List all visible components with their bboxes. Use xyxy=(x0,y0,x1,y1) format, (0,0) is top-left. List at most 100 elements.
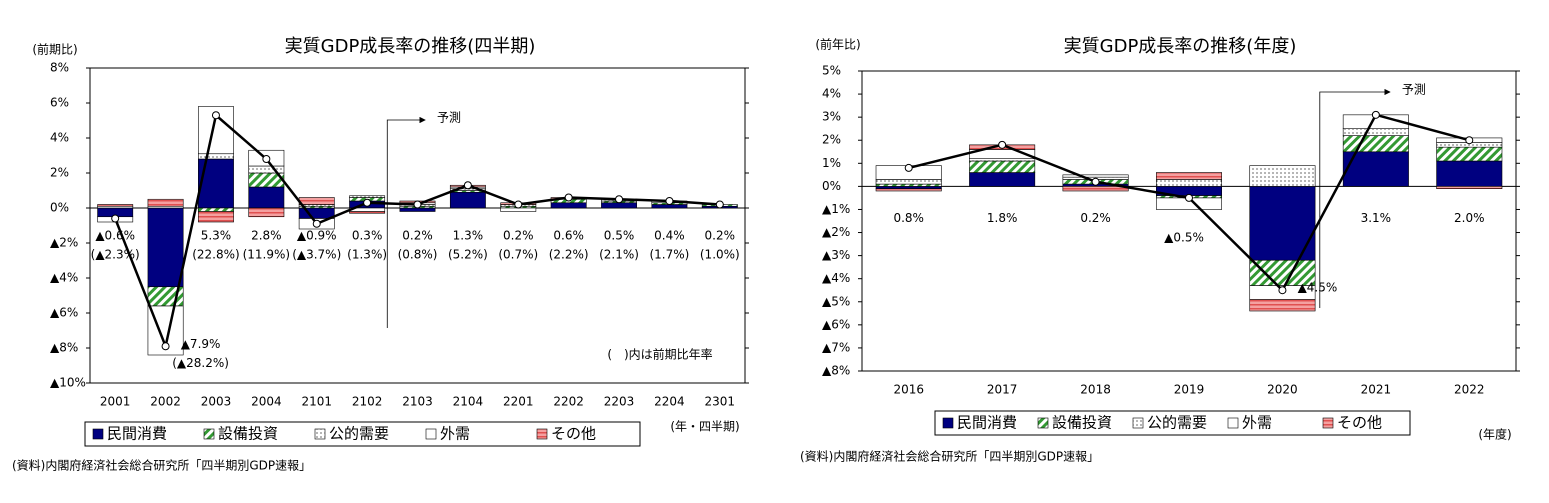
data-label-annualized: (5.2%) xyxy=(448,248,488,262)
y-tick-label: ▲6% xyxy=(822,317,850,331)
line-marker xyxy=(715,200,724,209)
data-label: ▲0.6% xyxy=(95,229,135,243)
x-tick-label: 2202 xyxy=(553,395,584,409)
data-label: 2.0% xyxy=(1454,211,1485,225)
line-marker xyxy=(463,181,472,190)
data-label: 2.8% xyxy=(251,229,282,243)
bar-segment xyxy=(1342,151,1409,187)
y-tick-label: ▲6% xyxy=(50,306,78,320)
x-axis-label: (年度) xyxy=(1478,427,1511,442)
line-marker xyxy=(904,163,913,172)
bar-segment xyxy=(1249,259,1316,286)
y-tick-label: ▲1% xyxy=(822,202,850,216)
x-tick-label: 2003 xyxy=(201,395,232,409)
y-tick-label: 2% xyxy=(822,133,841,147)
data-label-annualized: (1.7%) xyxy=(649,248,689,262)
bar-segment xyxy=(198,153,234,160)
data-label: 0.8% xyxy=(893,211,924,225)
bar-segment xyxy=(1436,186,1503,189)
data-label: 0.6% xyxy=(553,229,584,243)
legend-swatch xyxy=(536,428,548,440)
y-tick-label: ▲8% xyxy=(822,364,850,378)
data-label-annualized: (0.7%) xyxy=(498,248,538,262)
data-label-annualized: (0.8%) xyxy=(398,248,438,262)
data-label-annualized: (11.9%) xyxy=(243,248,290,262)
line-marker xyxy=(1185,193,1193,202)
line-marker xyxy=(615,195,624,204)
bar-segment xyxy=(449,191,486,209)
line-marker xyxy=(665,197,674,205)
data-label: 0.2% xyxy=(1080,211,1111,225)
x-tick-label: 2103 xyxy=(402,395,433,409)
data-label-annualized: (▲3.7%) xyxy=(292,248,341,262)
bar-segment xyxy=(1436,146,1503,162)
x-tick-label: 2102 xyxy=(352,395,383,409)
x-tick-label: 2002 xyxy=(150,395,181,409)
bar-segment xyxy=(1062,186,1129,192)
x-tick-label: 2021 xyxy=(1361,383,1392,397)
line-marker xyxy=(998,140,1007,149)
y-tick-label: 5% xyxy=(822,64,841,78)
bar-segment xyxy=(147,207,184,288)
data-label: ▲0.5% xyxy=(1164,230,1204,244)
data-label: 3.1% xyxy=(1361,211,1392,225)
bar-segment xyxy=(349,195,386,198)
bar-segment xyxy=(97,204,134,207)
plot-area xyxy=(89,67,746,384)
bar-segment xyxy=(875,188,942,192)
bar-segment xyxy=(349,211,386,214)
chart-title: 実質GDP成長率の推移(四半期) xyxy=(285,36,536,57)
y-tick-label: ▲4% xyxy=(822,271,850,285)
legend-label: 外需 xyxy=(1242,414,1272,432)
y-axis-label: (前期比) xyxy=(32,42,77,57)
legend-swatch xyxy=(92,428,104,440)
bar-segment xyxy=(1342,128,1409,136)
plot-area xyxy=(861,70,1517,372)
legend-swatch xyxy=(314,428,326,440)
legend-label: 民間消費 xyxy=(107,425,167,443)
x-tick-label: 2022 xyxy=(1454,383,1485,397)
forecast-label: 予測 xyxy=(1402,83,1426,97)
source: (資料)内閣府経済社会総合研究所「四半期別GDP速報」 xyxy=(12,458,311,473)
y-tick-label: ▲8% xyxy=(50,341,78,355)
bar-segment xyxy=(1436,160,1503,187)
bar-segment xyxy=(875,183,942,187)
data-label: 1.8% xyxy=(987,211,1018,225)
data-label: 0.2% xyxy=(705,229,736,243)
legend-swatch xyxy=(1037,417,1049,429)
chart-title: 実質GDP成長率の推移(年度) xyxy=(1064,36,1297,57)
data-label: 0.5% xyxy=(604,229,635,243)
line-marker xyxy=(161,342,170,351)
forecast-arrow xyxy=(1319,88,1391,308)
data-label: 0.4% xyxy=(654,229,685,243)
data-label: ▲4.5% xyxy=(1298,281,1338,295)
legend-swatch xyxy=(1227,417,1239,429)
data-label: ▲7.9% xyxy=(181,337,221,351)
y-tick-label: 8% xyxy=(50,61,69,75)
bar-segment xyxy=(1342,135,1409,153)
y-tick-label: 0% xyxy=(822,179,841,193)
legend-label: 公的需要 xyxy=(1147,414,1207,432)
line-marker xyxy=(312,219,321,228)
legend-box xyxy=(84,421,641,447)
y-tick-label: 4% xyxy=(822,87,841,101)
legend-label: 民間消費 xyxy=(957,414,1017,432)
line-marker xyxy=(1371,110,1380,119)
bar-segment xyxy=(1156,179,1223,187)
data-label-annualized: (▲2.3%) xyxy=(91,248,140,262)
bar-segment xyxy=(875,186,942,189)
y-tick-label: ▲2% xyxy=(50,236,78,250)
source: (資料)内閣府経済社会総合研究所「四半期別GDP速報」 xyxy=(800,449,1099,464)
y-tick-label: ▲3% xyxy=(822,248,850,262)
x-tick-label: 2016 xyxy=(893,383,924,397)
bar-segment xyxy=(198,207,234,212)
data-label-annualized: (22.8%) xyxy=(192,248,239,262)
legend-label: 外需 xyxy=(440,425,470,443)
line-marker xyxy=(1278,286,1287,295)
data-label: 0.2% xyxy=(402,229,433,243)
y-tick-label: ▲4% xyxy=(50,271,78,285)
bar-segment xyxy=(298,197,335,205)
bar-segment xyxy=(147,198,184,207)
